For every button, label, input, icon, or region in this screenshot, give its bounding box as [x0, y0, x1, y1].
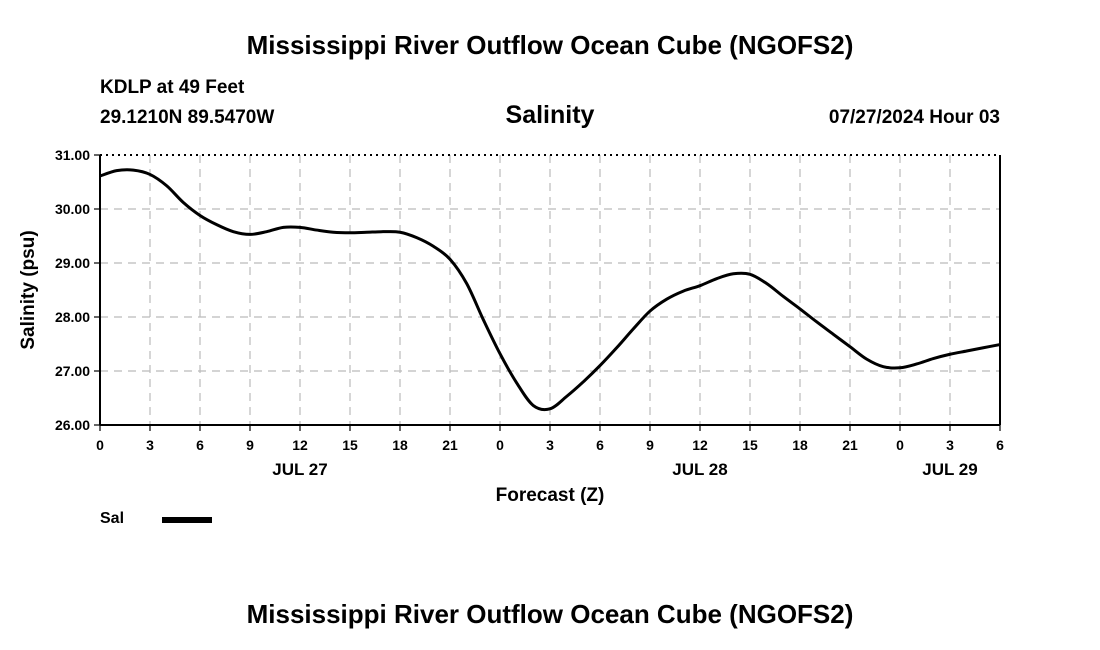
- x-tick-label: 0: [896, 437, 904, 453]
- y-tick-label: 27.00: [55, 363, 90, 379]
- chart-subtitle: Salinity: [505, 101, 595, 129]
- x-tick-label: 9: [246, 437, 254, 453]
- station-coordinates: 29.1210N 89.5470W: [100, 107, 275, 128]
- x-tick-label: 0: [496, 437, 504, 453]
- y-tick-label: 28.00: [55, 309, 90, 325]
- y-tick-label: 26.00: [55, 417, 90, 433]
- x-tick-label: 3: [546, 437, 554, 453]
- chart-series: [99, 168, 1001, 412]
- x-tick-label: 6: [996, 437, 1004, 453]
- footer-title: Mississippi River Outflow Ocean Cube (NG…: [246, 599, 854, 629]
- y-tick-label: 31.00: [55, 147, 90, 163]
- x-tick-label: 15: [342, 437, 358, 453]
- x-tick-label: 18: [392, 437, 408, 453]
- x-tick-label: 12: [292, 437, 308, 453]
- legend-swatch: [162, 517, 212, 523]
- x-tick-label: 21: [442, 437, 458, 453]
- day-label: JUL 28: [672, 460, 727, 479]
- x-tick-label: 18: [792, 437, 808, 453]
- x-axis-title: Forecast (Z): [496, 485, 605, 506]
- y-axis-title: Salinity (psu): [18, 230, 39, 349]
- x-tick-label: 6: [196, 437, 204, 453]
- chart-grid: [100, 155, 1000, 425]
- chart-labels: 0 3 6 9 12 15 18 21 0 3 6 9 12 15 18 21 0 3 6 26.00 27.00 28.…: [18, 147, 1004, 506]
- day-label: JUL 29: [922, 460, 977, 479]
- chart-axes: [94, 154, 1001, 431]
- x-tick-label: 3: [946, 437, 954, 453]
- station-label: KDLP at 49 Feet: [100, 77, 245, 98]
- x-tick-label: 21: [842, 437, 858, 453]
- day-label: JUL 27: [272, 460, 327, 479]
- forecast-datetime: 07/27/2024 Hour 03: [828, 107, 1000, 128]
- y-tick-label: 29.00: [55, 255, 90, 271]
- y-tick-label: 30.00: [55, 201, 90, 217]
- x-tick-label: 12: [692, 437, 708, 453]
- chart-title: Mississippi River Outflow Ocean Cube (NG…: [246, 30, 854, 60]
- x-tick-label: 6: [596, 437, 604, 453]
- x-tick-label: 0: [96, 437, 104, 453]
- legend-label: Sal: [100, 510, 125, 527]
- x-tick-label: 15: [742, 437, 758, 453]
- x-tick-label: 3: [146, 437, 154, 453]
- x-tick-label: 9: [646, 437, 654, 453]
- series-line-salinity: [99, 168, 1001, 412]
